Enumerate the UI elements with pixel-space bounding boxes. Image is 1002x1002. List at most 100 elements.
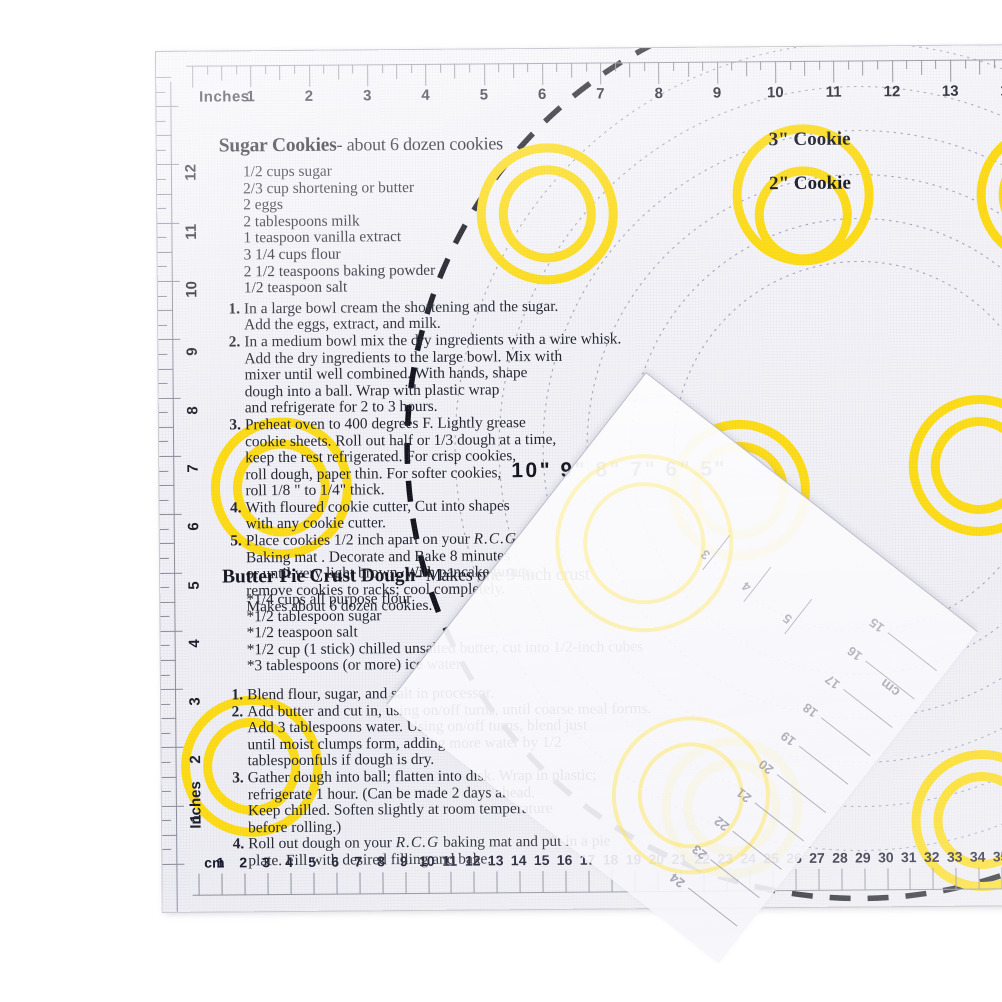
step-number: 4.: [232, 835, 245, 853]
ruler-tick: [160, 645, 170, 647]
ruler-tick: [158, 309, 174, 312]
ruler-tick: [160, 659, 176, 661]
ruler-tick: [337, 64, 340, 80]
ruler-tick: [159, 441, 169, 443]
ruler-tick: [156, 178, 167, 180]
ruler-tick: [920, 59, 923, 75]
ruler-tick: [159, 455, 182, 457]
overlap-ruler-tick-v: [702, 534, 731, 571]
ruler-tick: [565, 870, 567, 893]
ruler-label: 7: [596, 85, 605, 103]
overlap-ruler-tick: [732, 830, 782, 870]
ruler-tick: [156, 91, 166, 93]
ruler-label: 34: [969, 848, 986, 865]
ingredient-list-sugar-cookies: 1/2 cups sugar 2/3 cup shortening or but…: [219, 161, 621, 297]
ruler-tick: [158, 368, 174, 370]
overlap-ruler-tick: [821, 717, 871, 757]
ruler-label: 28: [832, 849, 848, 866]
ruler-tick: [877, 60, 879, 70]
ruler-tick: [162, 834, 178, 836]
ruler-tick: [157, 222, 180, 224]
ruler-tick: [760, 61, 762, 71]
ruler-tick: [483, 63, 485, 86]
overlap-ruler-tick: [710, 859, 760, 899]
ruler-baseline: [170, 81, 178, 912]
ruler-tick: [964, 59, 966, 69]
ruler-tick: [949, 59, 952, 82]
overlap-ruler-label: 24: [666, 870, 688, 891]
ruler-tick: [687, 61, 689, 77]
ruler-label: 27: [809, 849, 825, 866]
ruler-tick: [570, 62, 573, 78]
ruler-tick: [439, 63, 441, 73]
overlap-ruler-tick: [776, 774, 827, 814]
ruler-tick: [359, 872, 361, 895]
ruler-tick: [352, 64, 354, 74]
step-number: 1.: [231, 686, 244, 704]
ruler-tick: [156, 105, 179, 108]
ruler-tick: [541, 62, 544, 85]
ruler-tick: [932, 867, 934, 890]
ruler-tick: [158, 426, 174, 428]
ruler-label: 6: [185, 522, 203, 531]
ruler-label: 32: [923, 848, 940, 865]
instruction-step: 1. In a large bowl cream the shortening …: [220, 298, 621, 334]
ruler-tick: [643, 62, 645, 72]
ruler-tick: [731, 61, 733, 71]
cookie-ring-group-middle-left: [210, 417, 352, 559]
ruler-tick: [161, 718, 177, 720]
ruler-tick: [323, 64, 325, 74]
ruler-tick: [159, 514, 182, 516]
overlap-cookie-ring-inner-2: [558, 457, 730, 629]
ruler-left-inches: Inches 1 2 3 4 5 6 7 8 9 10 11 12: [156, 52, 225, 912]
ruler-tick: [906, 60, 908, 70]
ruler-label: 4: [186, 639, 204, 648]
ruler-label: 2: [187, 755, 205, 765]
ruler-tick: [159, 484, 175, 487]
ruler-tick: [235, 65, 237, 75]
step-number: 2.: [231, 702, 244, 720]
ruler-tick: [158, 324, 168, 326]
ruler-tick: [161, 761, 171, 763]
overlap-cookie-ring-outer: [579, 684, 802, 907]
ruler-tick: [160, 630, 183, 632]
ruler-label: 29: [854, 849, 871, 866]
overlap-ruler-tick: [798, 745, 849, 785]
cookie-ring-group-top-middle: [732, 124, 874, 266]
ruler-tick: [382, 872, 384, 895]
ruler-tick: [909, 868, 911, 891]
ruler-tick: [198, 873, 200, 896]
ruler-label: 1: [246, 88, 255, 106]
ruler-tick: [450, 871, 453, 894]
ruler-tick: [862, 60, 864, 76]
ruler-label: 9: [712, 84, 722, 102]
overlap-ruler-tick-v: [743, 566, 772, 603]
ruler-tick: [159, 557, 169, 559]
ruler-tick: [221, 873, 223, 896]
ruler-tick: [158, 353, 168, 355]
ruler-tick: [264, 65, 267, 75]
ruler-tick: [588, 870, 590, 893]
ruler-tick: [313, 872, 315, 895]
ruler-tick: [863, 868, 866, 891]
ruler-tick: [745, 61, 748, 77]
brand-script-mark: R.C.G: [395, 834, 440, 852]
ruler-label: 1: [216, 854, 225, 871]
step-text: In a large bowl cream the shortening and…: [243, 297, 559, 334]
ruler-tick: [519, 871, 521, 894]
ruler-tick: [161, 732, 171, 734]
ruler-tick: [157, 208, 167, 210]
ruler-tick: [789, 61, 791, 71]
step-text: Preheat oven to 400 degrees F. Lightly g…: [244, 414, 557, 500]
ruler-tick: [159, 499, 169, 501]
ruler-tick: [158, 412, 168, 414]
ruler-label: 6: [537, 85, 547, 104]
ruler-tick: [600, 62, 602, 85]
ruler-label: 13: [941, 82, 959, 100]
ruler-tick: [366, 64, 369, 87]
ruler-tick: [585, 62, 587, 72]
overlap-ruler-tick: [754, 802, 804, 842]
step-number: 4.: [229, 499, 242, 517]
ruler-tick: [160, 572, 183, 574]
step-text: With floured cookie cutter, Cut into sha…: [245, 497, 510, 533]
